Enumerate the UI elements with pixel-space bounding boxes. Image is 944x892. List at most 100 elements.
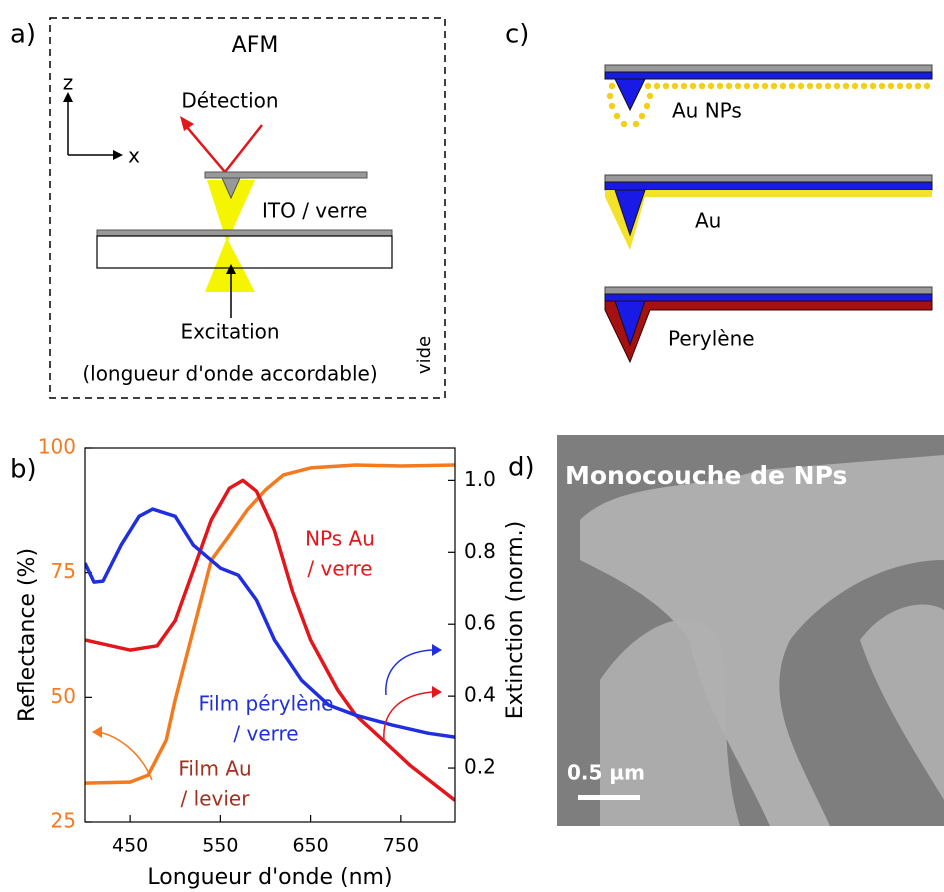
- title: AFM: [232, 33, 279, 58]
- nanoparticle: [620, 120, 628, 128]
- y2-tick-label: 0.2: [464, 755, 496, 779]
- nanoparticle: [662, 82, 670, 90]
- coating: [604, 71, 933, 80]
- label: Au NPs: [672, 99, 742, 123]
- nanoparticle: [806, 82, 814, 90]
- frame: [49, 17, 446, 399]
- axis-label: z: [63, 71, 74, 95]
- arrowhead: [63, 92, 73, 102]
- arrowhead: [432, 644, 442, 656]
- nanoparticle: [860, 82, 868, 90]
- nanoparticle: [878, 82, 886, 90]
- monolayer: [860, 604, 944, 800]
- arrowhead: [113, 150, 123, 160]
- axis-label: x: [128, 144, 140, 168]
- tip: [614, 300, 646, 347]
- nanoparticle: [646, 92, 654, 100]
- nanoparticle: [905, 82, 913, 90]
- nanoparticle: [608, 82, 616, 90]
- annotation: Film Au: [178, 757, 251, 781]
- line-series: [85, 478, 455, 802]
- arrowhead: [180, 116, 194, 131]
- y2-axis-label: Extinction (norm.): [503, 521, 528, 719]
- arrowhead: [226, 264, 236, 274]
- panel-letter: c): [505, 20, 529, 50]
- monolayer: [600, 619, 740, 826]
- y2-tick-label: 0.4: [464, 683, 496, 707]
- nanoparticle: [788, 82, 796, 90]
- tip: [614, 189, 646, 237]
- nanoparticle: [896, 82, 904, 90]
- coating: [604, 293, 933, 302]
- annotation: Film pérylène: [199, 692, 334, 716]
- panel-a: a) AFM z x Détection ITO / verre Excitat…: [10, 17, 446, 399]
- nanoparticle: [770, 82, 778, 90]
- nanoparticle: [608, 102, 616, 110]
- nanoparticle: [606, 92, 614, 100]
- x-tick-label: 450: [112, 835, 148, 857]
- image-title: Monocouche de NPs: [565, 461, 847, 490]
- y-tick-label: 100: [38, 435, 76, 459]
- nanoparticle: [842, 82, 850, 90]
- panel-letter: a): [10, 20, 36, 50]
- coating: [604, 181, 933, 191]
- label: Perylène: [668, 327, 755, 351]
- nanoparticle: [797, 82, 805, 90]
- label: (longueur d'onde accordable): [82, 362, 377, 386]
- nanoparticle: [613, 112, 621, 120]
- nanoparticles: [606, 82, 931, 128]
- nanoparticle: [689, 82, 697, 90]
- nanoparticle: [638, 112, 646, 120]
- axis-arrow: [97, 731, 153, 781]
- nanoparticle: [743, 82, 751, 90]
- panel-d: d) Monocouche de NPs 0.5 µm: [508, 435, 944, 826]
- axis-arrow: [385, 649, 433, 696]
- nanoparticle: [653, 82, 661, 90]
- nanoparticle: [824, 82, 832, 90]
- nanoparticle: [833, 82, 841, 90]
- y-tick-label: 50: [51, 684, 76, 708]
- glass: [96, 235, 393, 269]
- panel-c: c) Au NPs Au Perylène: [505, 20, 933, 364]
- nanoparticle: [914, 82, 922, 90]
- cantilever: [204, 171, 368, 179]
- perylene-layer: [604, 300, 933, 364]
- scale-label: 0.5 µm: [567, 761, 645, 785]
- label: Au: [695, 209, 721, 233]
- nanoparticle: [851, 82, 859, 90]
- cantilever: [604, 174, 933, 183]
- annotation: / levier: [181, 787, 251, 811]
- nanoparticle: [923, 82, 931, 90]
- label: Excitation: [180, 320, 279, 344]
- gold-layer: [605, 190, 932, 250]
- nanoparticle: [869, 82, 877, 90]
- y2-tick-label: 1.0: [464, 467, 496, 491]
- tip: [614, 78, 646, 112]
- nanoparticle: [725, 82, 733, 90]
- label: Détection: [181, 89, 278, 113]
- cantilever: [604, 286, 933, 295]
- x-tick-label: 750: [383, 835, 419, 857]
- nanoparticle: [643, 102, 651, 110]
- nanoparticle: [734, 82, 742, 90]
- y2-tick-label: 0.6: [464, 611, 496, 635]
- annotation: NPs Au: [305, 527, 375, 551]
- panel-b: b) Longueur d'onde (nm) Reflectance (%) Ext…: [10, 435, 528, 891]
- x-tick-label: 650: [292, 835, 328, 857]
- plot-frame: [84, 447, 456, 823]
- line-series: [85, 463, 455, 785]
- annotation: / verre: [307, 557, 372, 581]
- arrowhead: [92, 726, 102, 738]
- x-tick-label: 550: [202, 835, 238, 857]
- nanoparticle: [698, 82, 706, 90]
- y-axis-label: Reflectance (%): [15, 548, 40, 722]
- beam: [185, 124, 263, 174]
- annotation: / verre: [233, 722, 298, 746]
- label: vide: [414, 336, 435, 374]
- nanoparticle: [707, 82, 715, 90]
- nanoparticle: [815, 82, 823, 90]
- nanoparticle: [887, 82, 895, 90]
- nanoparticle: [752, 82, 760, 90]
